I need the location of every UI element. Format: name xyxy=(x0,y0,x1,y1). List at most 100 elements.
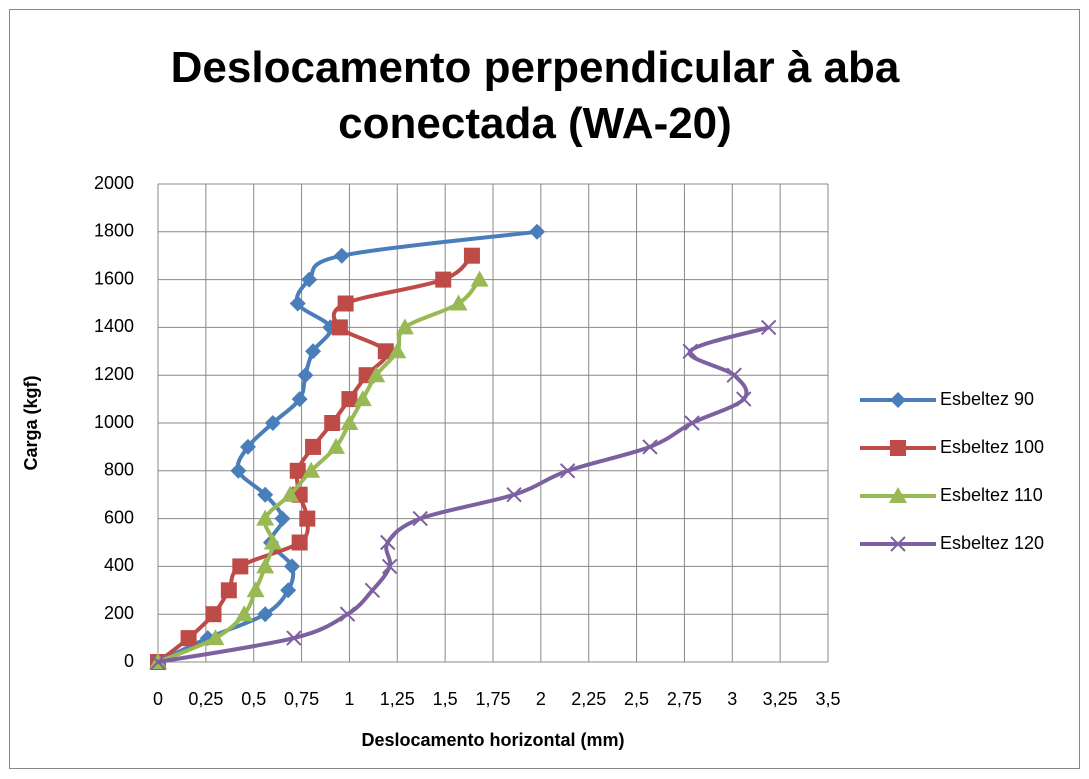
marker xyxy=(263,533,282,550)
x-tick-label: 0,25 xyxy=(188,689,223,709)
legend-marker xyxy=(890,440,906,456)
y-tick-label: 400 xyxy=(104,555,134,575)
marker xyxy=(341,391,358,408)
x-tick-label: 3,25 xyxy=(763,689,798,709)
marker xyxy=(257,606,274,623)
marker xyxy=(305,438,322,455)
marker xyxy=(736,391,752,407)
marker xyxy=(684,415,700,431)
marker xyxy=(235,605,254,622)
marker xyxy=(284,558,300,575)
marker xyxy=(239,438,256,455)
marker xyxy=(256,557,275,574)
x-tick-label: 0,75 xyxy=(284,689,319,709)
marker xyxy=(291,534,308,551)
x-tick-label: 0 xyxy=(153,689,163,709)
marker xyxy=(256,509,275,526)
marker xyxy=(529,223,546,240)
x-tick-label: 2,5 xyxy=(624,689,649,709)
legend-marker xyxy=(889,487,907,503)
y-tick-label: 800 xyxy=(104,460,134,480)
marker xyxy=(726,367,742,383)
marker xyxy=(463,247,480,264)
marker xyxy=(299,510,316,527)
marker xyxy=(289,295,306,312)
x-tick-label: 1 xyxy=(344,689,354,709)
y-tick-label: 1400 xyxy=(94,316,134,336)
marker xyxy=(274,510,291,527)
x-tick-label: 1,5 xyxy=(433,689,458,709)
marker xyxy=(180,630,197,647)
marker xyxy=(286,630,302,646)
marker xyxy=(324,415,341,431)
marker xyxy=(280,582,297,599)
marker xyxy=(246,581,265,598)
y-axis-label: Carga (kgf) xyxy=(21,375,41,470)
marker xyxy=(337,295,354,312)
marker xyxy=(395,318,414,335)
y-tick-label: 1600 xyxy=(94,268,134,288)
marker xyxy=(449,294,468,311)
marker xyxy=(302,461,321,478)
y-tick-label: 1000 xyxy=(94,412,134,432)
marker xyxy=(297,367,314,384)
marker xyxy=(388,342,407,359)
x-tick-label: 2,25 xyxy=(571,689,606,709)
marker xyxy=(353,390,372,407)
marker xyxy=(364,582,381,599)
marker xyxy=(642,439,658,455)
y-tick-label: 200 xyxy=(104,603,134,623)
marker xyxy=(305,343,322,360)
y-tick-label: 1200 xyxy=(94,364,134,384)
marker xyxy=(291,391,308,408)
marker xyxy=(150,654,166,670)
marker xyxy=(327,437,346,454)
y-tick-label: 2000 xyxy=(94,173,134,193)
legend-label: Esbeltez 110 xyxy=(940,485,1043,505)
marker xyxy=(220,582,237,599)
marker xyxy=(264,415,281,431)
marker xyxy=(301,271,318,288)
marker xyxy=(412,510,428,527)
x-axis-label: Deslocamento horizontal (mm) xyxy=(361,730,624,750)
marker xyxy=(205,606,222,623)
marker xyxy=(230,462,247,479)
x-tick-label: 1,25 xyxy=(380,689,415,709)
y-tick-label: 600 xyxy=(104,507,134,527)
marker xyxy=(682,343,698,360)
marker xyxy=(340,414,359,430)
marker xyxy=(232,558,249,575)
x-tick-label: 3 xyxy=(727,689,737,709)
marker xyxy=(206,629,225,646)
x-tick-label: 1,75 xyxy=(475,689,510,709)
marker xyxy=(367,366,386,383)
legend-label: Esbeltez 120 xyxy=(940,533,1044,553)
y-tick-label: 1800 xyxy=(94,221,134,241)
marker xyxy=(377,343,394,360)
marker xyxy=(381,558,398,575)
legend-marker xyxy=(890,536,906,552)
marker xyxy=(470,270,489,287)
marker xyxy=(435,271,452,288)
legend-marker xyxy=(890,392,906,408)
marker xyxy=(380,534,396,551)
x-tick-label: 2 xyxy=(536,689,546,709)
x-tick-label: 2,75 xyxy=(667,689,702,709)
x-tick-label: 3,5 xyxy=(815,689,840,709)
legend-label: Esbeltez 90 xyxy=(940,389,1034,409)
marker xyxy=(339,606,356,622)
marker xyxy=(333,247,350,264)
marker xyxy=(289,462,306,479)
chart-title: Deslocamento perpendicular à aba conecta… xyxy=(170,43,900,148)
marker xyxy=(559,463,576,479)
marker xyxy=(257,486,274,503)
marker xyxy=(281,485,300,502)
y-tick-label: 0 xyxy=(124,651,134,671)
marker xyxy=(331,319,348,336)
x-tick-label: 0,5 xyxy=(241,689,266,709)
legend-label: Esbeltez 100 xyxy=(940,437,1044,457)
marker xyxy=(506,486,522,503)
marker xyxy=(760,319,777,336)
